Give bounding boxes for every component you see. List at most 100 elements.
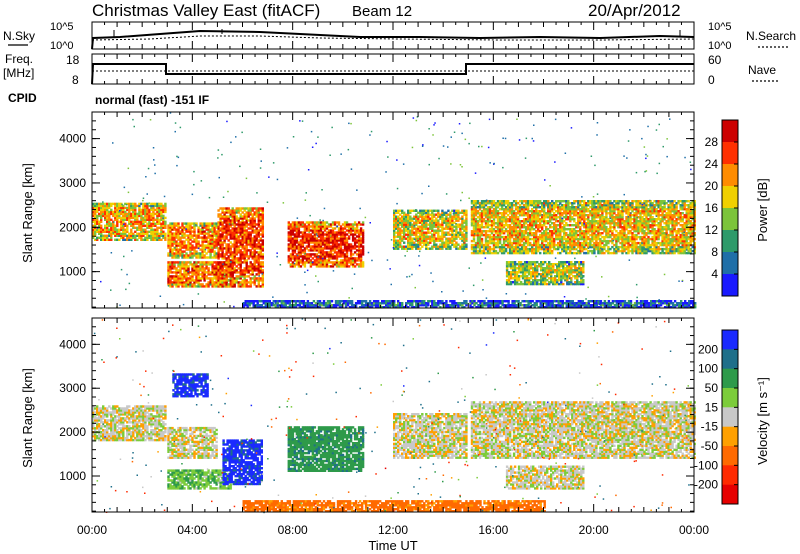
power-cell [156,202,159,206]
power-cell [203,232,206,235]
power-cell [508,232,512,235]
power-cell [138,228,141,231]
power-cell [177,261,180,264]
power-cell [136,218,139,221]
power-cell [397,227,400,230]
power-cell [439,217,442,220]
power-cell [427,231,430,234]
power-cell [144,212,147,216]
power-cell [253,279,256,282]
power-cell [470,230,474,233]
power-cell [492,230,496,233]
power-cell [437,211,440,214]
power-cell [118,210,121,214]
power-cell [357,231,361,234]
power-cell [498,232,502,235]
power-cell [247,233,250,236]
power-cell [427,247,430,250]
power-cell [203,234,206,237]
power-cell [313,239,317,242]
power-cell [179,271,182,274]
power-cell [514,202,518,205]
power-cell [164,224,167,227]
power-cell [307,245,311,248]
power-cell [305,255,309,258]
power-cell [126,230,129,233]
power-cell [112,214,115,218]
power-cell [443,219,446,222]
power-cell [500,222,504,225]
power-cell [225,267,228,270]
power-cell [465,229,468,232]
power-cell [341,235,345,238]
power-cell [251,267,254,270]
power-cell [237,231,240,234]
power-cell [239,213,242,216]
power-cell [293,249,297,252]
power-cell [171,261,174,264]
power-cell [152,222,155,225]
power-cell [313,245,317,248]
power-cell [427,235,430,238]
power-cell [476,202,480,205]
power-cell [423,211,426,214]
power-cell [502,241,506,245]
power-cell [237,217,240,220]
power-cell [225,235,228,238]
power-cell [156,206,159,210]
power-cell [160,214,163,218]
power-cell [185,267,188,270]
power-cell [98,204,101,208]
power-cell [183,275,186,278]
power-cell [524,222,528,225]
power-cell [181,273,184,276]
power-cell [104,236,107,239]
power-cell [201,228,204,231]
power-cell [470,208,474,211]
power-cell [512,228,516,231]
power-cell [171,254,174,257]
power-cell [102,208,105,212]
power-cell [287,227,290,230]
power-cell [297,261,301,264]
power-cell [169,250,172,253]
power-cell [425,219,428,222]
power-cell [185,252,188,255]
power-cell [227,267,230,270]
power-cell [231,285,234,288]
power-cell [421,217,424,220]
power-cell [134,208,137,212]
power-cell [261,263,264,266]
power-cell [317,243,321,246]
power-cell [518,220,522,223]
power-cell [183,234,186,237]
power-cell [261,211,264,214]
power-cell [291,245,295,248]
power-cell [293,239,297,242]
power-cell [124,212,127,216]
power-cell [247,223,250,226]
power-cell [337,249,341,252]
power-cell [403,245,406,248]
power-cell [239,257,242,260]
power-cell [445,211,448,214]
power-cell [134,236,137,239]
power-cell [529,237,532,241]
power-cell [510,232,514,235]
power-cell [488,241,492,245]
power-cell [433,239,436,242]
power-cell [211,228,214,231]
power-cell [150,214,153,218]
power-cell [349,233,353,236]
power-cell [138,208,141,212]
power-cell [337,231,341,234]
power-cell [233,281,236,284]
power-cell [531,220,534,223]
power-cell [132,224,135,227]
power-cell [321,223,325,226]
power-cell [173,248,176,251]
power-cell [207,234,210,237]
power-cell [231,231,234,234]
power-cell [225,227,228,230]
power-cell [169,281,172,284]
